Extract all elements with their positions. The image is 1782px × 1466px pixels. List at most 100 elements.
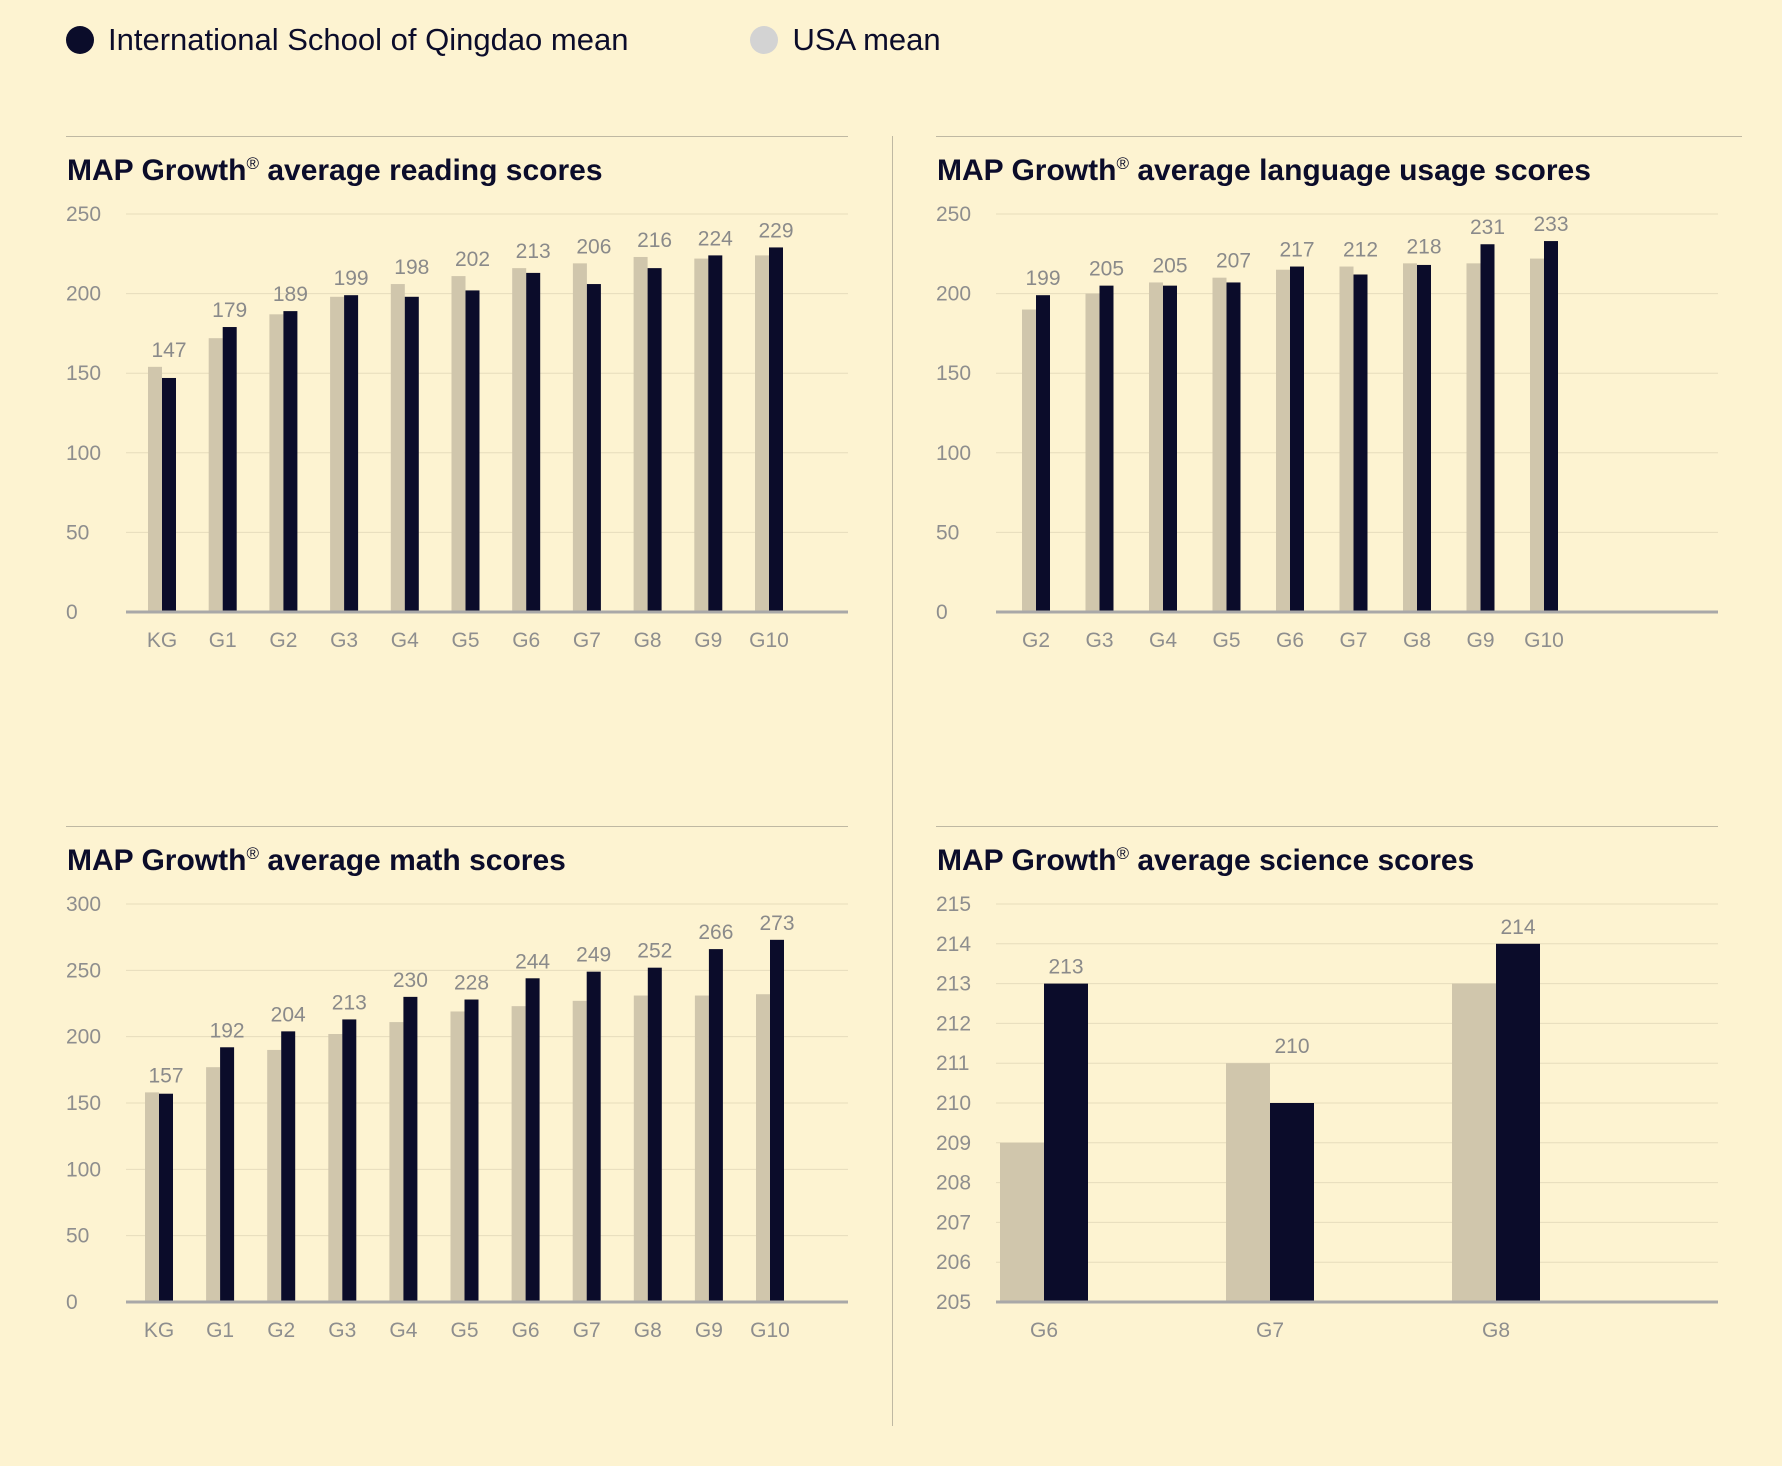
x-tick-label-g7: G7: [1256, 1319, 1284, 1342]
x-tick-label-g10: G10: [1524, 629, 1564, 652]
y-tick-label: 50: [66, 1225, 89, 1248]
value-label-g3: 213: [332, 991, 367, 1014]
y-tick-label: 100: [66, 1158, 101, 1181]
x-tick-label-g3: G3: [328, 1319, 356, 1342]
bar-usa-g2: [269, 314, 284, 612]
chart-math: 0 50 100 150 200 250 300 157 KG 192 G1 204 G2 213 G3 23…: [66, 893, 848, 1342]
x-tick-label-g9: G9: [694, 629, 722, 652]
bar-usa-g9: [1466, 263, 1481, 612]
bar-usa-g6: [512, 268, 527, 612]
y-tick-label: 213: [936, 973, 971, 996]
panel-reading: MAP Growth® average reading scores 0 50 10…: [66, 136, 848, 776]
x-tick-label-g4: G4: [391, 629, 419, 652]
x-tick-label-g6: G6: [1030, 1319, 1058, 1342]
value-label-g10: 233: [1533, 213, 1568, 236]
value-label-g4: 230: [393, 969, 428, 992]
value-label-g7: 206: [576, 235, 611, 258]
bar-usa-g6: [1276, 269, 1290, 612]
bar-usa-g8: [1403, 263, 1417, 612]
bar-usa-g2: [1022, 309, 1036, 612]
value-label-g1: 179: [212, 299, 247, 322]
value-label-g8: 214: [1500, 916, 1535, 939]
bar-usa-g9: [694, 995, 709, 1302]
value-label-g10: 273: [759, 912, 794, 935]
bar-school-g10: [770, 939, 784, 1302]
bar-usa-g10: [756, 994, 770, 1302]
x-tick-label-g9: G9: [695, 1319, 723, 1342]
bar-usa-g1: [208, 338, 223, 612]
x-tick-label-g6: G6: [1276, 629, 1304, 652]
legend-label-usa: USA mean: [792, 22, 941, 57]
x-tick-label-kg: KG: [147, 629, 177, 652]
bar-usa-g8: [1452, 983, 1496, 1302]
y-tick-label: 250: [66, 203, 101, 226]
bar-usa-g1: [206, 1067, 221, 1302]
panel-science: MAP Growth® average science scores 205 20…: [936, 826, 1718, 1446]
value-label-g8: 216: [637, 229, 672, 252]
value-label-g4: 205: [1152, 254, 1187, 277]
bar-school-g1: [222, 327, 237, 612]
bar-school-g3: [1099, 285, 1114, 612]
bar-usa-g7: [572, 263, 587, 612]
bar-usa-g10: [1530, 258, 1544, 612]
bar-school-g7: [586, 284, 601, 612]
y-tick-label: 206: [936, 1251, 971, 1274]
bar-usa-g5: [450, 1011, 465, 1302]
x-tick-label-g9: G9: [1466, 629, 1494, 652]
value-label-g6: 213: [516, 240, 551, 263]
bar-school-g8: [1417, 264, 1431, 612]
x-tick-label-g5: G5: [1212, 629, 1240, 652]
chart-title-reading: MAP Growth® average reading scores: [67, 154, 603, 187]
bar-school-g8: [1496, 943, 1540, 1302]
x-tick-label-g1: G1: [209, 629, 237, 652]
bar-school-g8: [647, 967, 662, 1302]
y-tick-label: 250: [66, 959, 101, 982]
value-label-g10: 229: [758, 219, 793, 242]
y-tick-label: 200: [936, 283, 971, 306]
value-label-g8: 218: [1406, 235, 1441, 258]
x-tick-label-g7: G7: [1339, 629, 1367, 652]
value-label-g4: 198: [394, 256, 429, 279]
y-tick-label: 205: [936, 1291, 971, 1314]
value-label-g9: 224: [698, 227, 733, 250]
bar-school-g5: [1226, 282, 1241, 612]
x-tick-label-g5: G5: [450, 1319, 478, 1342]
value-label-g3: 205: [1089, 258, 1124, 281]
y-tick-label: 50: [66, 521, 89, 544]
bar-school-g10: [1544, 241, 1558, 612]
y-tick-label: 200: [66, 1026, 101, 1049]
bar-usa-g7: [1339, 266, 1354, 612]
value-label-g1: 192: [210, 1019, 245, 1042]
y-tick-label: 300: [66, 893, 101, 916]
bar-usa-g5: [1212, 277, 1227, 612]
x-tick-label-kg: KG: [144, 1319, 174, 1342]
legend-swatch-usa: [750, 26, 779, 54]
value-label-g2: 189: [273, 283, 308, 306]
bar-usa-g8: [633, 256, 648, 612]
y-tick-label: 0: [66, 601, 78, 624]
bar-school-g2: [283, 311, 298, 612]
value-label-g5: 207: [1216, 250, 1251, 273]
y-tick-label: 212: [936, 1012, 971, 1035]
bar-usa-g4: [1149, 282, 1163, 612]
value-label-g9: 266: [698, 921, 733, 944]
x-tick-label-g10: G10: [750, 1319, 790, 1342]
bar-usa-g10: [755, 255, 769, 612]
vertical-divider: [892, 136, 893, 1426]
value-label-kg: 147: [151, 339, 186, 362]
bar-school-g4: [403, 996, 418, 1302]
chart-reading: 0 50 100 150 200 250 147 KG 179 G1 189 G2 199 G3 198 G4…: [66, 203, 848, 652]
y-tick-label: 210: [936, 1092, 971, 1115]
value-label-g8: 252: [637, 940, 672, 963]
x-tick-label-g8: G8: [1482, 1319, 1510, 1342]
y-tick-label: 209: [936, 1132, 971, 1155]
panel-math: MAP Growth® average math scores 0 50 100 15…: [66, 826, 848, 1446]
x-tick-label-g10: G10: [749, 629, 789, 652]
legend: International School of Qingdao mean USA…: [66, 22, 1063, 58]
legend-item-school: International School of Qingdao mean: [66, 22, 628, 58]
value-label-g6: 217: [1279, 239, 1314, 262]
y-tick-label: 250: [936, 203, 971, 226]
bar-school-g10: [769, 247, 783, 612]
chart-language-usage: 0 50 100 150 200 250 199 G2 205 G3 205 G4 207 G5 217 G6…: [936, 203, 1718, 652]
y-tick-label: 215: [936, 893, 971, 916]
